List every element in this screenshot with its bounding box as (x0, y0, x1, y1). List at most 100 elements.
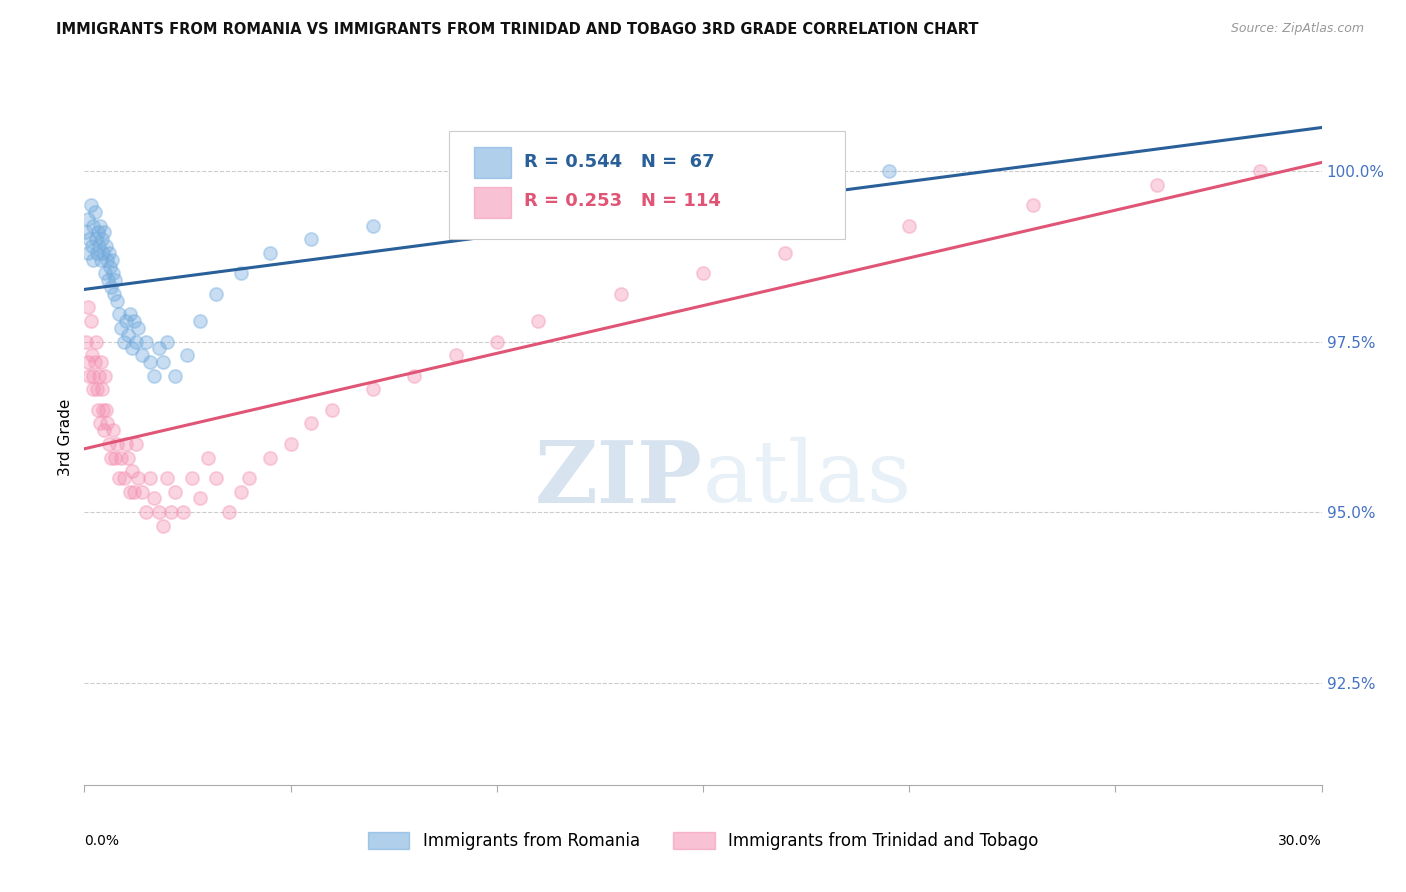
Point (110, 450, 132, 465)
Point (205, 471, 228, 485)
Point (104, 273, 127, 287)
Point (160, 505, 183, 519)
Point (80, 348, 103, 362)
Point (82, 368, 104, 383)
Point (131, 348, 153, 362)
Point (229, 484, 252, 499)
Point (82, 252, 104, 267)
Point (104, 450, 127, 465)
Point (103, 423, 125, 437)
Point (118, 484, 141, 499)
Point (1146, 178, 1168, 192)
Text: 30.0%: 30.0% (1278, 834, 1322, 847)
Point (121, 464, 143, 478)
Point (87, 239, 110, 253)
Text: atlas: atlas (703, 437, 912, 520)
Point (96, 252, 118, 267)
Point (229, 266, 252, 280)
Text: R = 0.544   N =  67: R = 0.544 N = 67 (523, 153, 714, 170)
Point (176, 348, 198, 362)
Point (280, 437, 302, 451)
Point (94, 239, 117, 253)
Point (118, 307, 141, 321)
Point (205, 286, 228, 301)
Point (1022, 198, 1045, 212)
Point (127, 321, 149, 335)
Point (79, 232, 101, 246)
Point (180, 471, 202, 485)
Point (135, 505, 157, 519)
Point (103, 266, 125, 280)
Y-axis label: 3rd Grade: 3rd Grade (58, 399, 73, 475)
Point (87, 226, 110, 240)
Point (1249, 164, 1271, 178)
Point (114, 314, 136, 328)
Text: R = 0.253   N = 114: R = 0.253 N = 114 (523, 192, 720, 210)
Point (98, 437, 121, 451)
Point (89, 219, 111, 233)
Point (94, 368, 117, 383)
Point (89, 417, 111, 431)
Point (156, 471, 179, 485)
Point (238, 471, 260, 485)
Point (82, 219, 104, 233)
Point (77, 211, 100, 226)
Legend: Immigrants from Romania, Immigrants from Trinidad and Tobago: Immigrants from Romania, Immigrants from… (361, 825, 1045, 856)
Point (188, 314, 211, 328)
Point (91, 246, 114, 260)
Point (444, 348, 467, 362)
Point (94, 266, 117, 280)
Point (110, 321, 132, 335)
Point (692, 178, 714, 192)
Point (148, 342, 170, 356)
Point (112, 471, 135, 485)
Point (94, 402, 117, 417)
FancyBboxPatch shape (474, 186, 512, 218)
Point (218, 505, 240, 519)
Point (152, 355, 174, 369)
Point (299, 232, 322, 246)
Point (86, 246, 108, 260)
Point (775, 246, 797, 260)
Point (143, 368, 166, 383)
Point (898, 219, 921, 233)
Point (877, 164, 900, 178)
Point (527, 314, 550, 328)
Text: IMMIGRANTS FROM ROMANIA VS IMMIGRANTS FROM TRINIDAD AND TOBAGO 3RD GRADE CORRELA: IMMIGRANTS FROM ROMANIA VS IMMIGRANTS FR… (56, 22, 979, 37)
Point (93, 423, 115, 437)
Point (165, 368, 187, 383)
Point (143, 491, 166, 506)
Point (98, 246, 121, 260)
Point (122, 314, 145, 328)
Point (692, 266, 714, 280)
Text: Source: ZipAtlas.com: Source: ZipAtlas.com (1230, 22, 1364, 36)
Point (90, 252, 112, 267)
Point (100, 280, 122, 294)
Point (131, 484, 153, 499)
Point (101, 252, 124, 267)
Point (79, 198, 101, 212)
Point (108, 307, 131, 321)
Point (86, 382, 108, 396)
Point (90, 355, 112, 369)
Point (125, 437, 148, 451)
Point (108, 471, 131, 485)
Point (609, 286, 631, 301)
Point (98, 260, 121, 274)
Point (127, 471, 149, 485)
Point (77, 301, 100, 315)
Point (125, 334, 148, 349)
Point (79, 314, 101, 328)
Point (172, 505, 194, 519)
Point (139, 355, 162, 369)
Point (361, 219, 384, 233)
Point (299, 417, 322, 431)
Point (122, 484, 145, 499)
Point (96, 417, 118, 431)
Point (197, 450, 219, 465)
Point (775, 185, 797, 199)
Point (97, 273, 120, 287)
Point (103, 286, 125, 301)
Point (75, 226, 97, 240)
Point (404, 368, 426, 383)
